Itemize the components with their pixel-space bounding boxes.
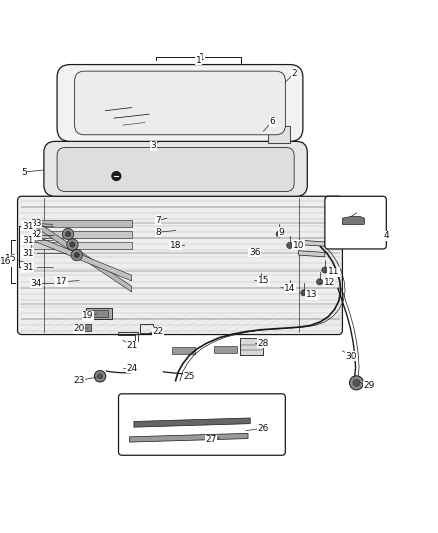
Text: 2: 2 — [291, 69, 296, 78]
Bar — [92, 310, 107, 317]
Text: 34: 34 — [30, 279, 42, 288]
Text: 15: 15 — [257, 277, 268, 286]
Text: 31: 31 — [22, 236, 33, 245]
FancyBboxPatch shape — [44, 141, 307, 196]
Polygon shape — [31, 221, 131, 227]
Bar — [84, 324, 91, 332]
Text: 16: 16 — [5, 254, 17, 263]
Text: 5: 5 — [21, 167, 27, 176]
Text: 14: 14 — [283, 284, 295, 293]
Circle shape — [97, 374, 102, 379]
Text: 12: 12 — [323, 278, 334, 287]
FancyBboxPatch shape — [74, 71, 285, 135]
FancyBboxPatch shape — [57, 148, 293, 191]
Polygon shape — [31, 231, 131, 238]
Circle shape — [349, 376, 363, 390]
Text: 19: 19 — [82, 311, 93, 320]
Text: 32: 32 — [30, 230, 42, 239]
Text: 26: 26 — [257, 424, 268, 433]
Circle shape — [286, 243, 292, 248]
Polygon shape — [35, 221, 131, 292]
Bar — [85, 308, 112, 319]
FancyBboxPatch shape — [18, 196, 342, 335]
Circle shape — [112, 172, 120, 181]
Text: 31: 31 — [22, 263, 33, 272]
Text: 30: 30 — [345, 352, 356, 360]
FancyBboxPatch shape — [57, 64, 302, 141]
Text: 23: 23 — [73, 376, 85, 385]
Text: 7: 7 — [155, 216, 161, 225]
Text: 36: 36 — [248, 248, 260, 257]
Circle shape — [74, 253, 79, 258]
Circle shape — [352, 379, 359, 386]
Circle shape — [257, 279, 263, 285]
Circle shape — [94, 370, 106, 382]
Text: 22: 22 — [152, 327, 163, 336]
Text: 6: 6 — [268, 117, 275, 126]
Circle shape — [70, 242, 75, 247]
Text: 8: 8 — [155, 228, 161, 237]
Circle shape — [67, 239, 78, 251]
Polygon shape — [298, 240, 324, 246]
Circle shape — [276, 231, 282, 237]
Circle shape — [300, 290, 306, 296]
Polygon shape — [35, 236, 131, 281]
Text: 16: 16 — [0, 257, 12, 266]
Text: 3: 3 — [150, 141, 156, 150]
Circle shape — [286, 286, 292, 293]
Text: 33: 33 — [30, 219, 42, 228]
Text: 10: 10 — [292, 241, 304, 250]
Text: 17: 17 — [56, 277, 67, 286]
Text: 27: 27 — [205, 435, 216, 445]
Text: 28: 28 — [257, 339, 268, 348]
FancyBboxPatch shape — [324, 196, 385, 249]
Polygon shape — [298, 251, 324, 257]
Bar — [139, 324, 152, 333]
Bar — [240, 337, 262, 355]
Text: 13: 13 — [305, 290, 317, 299]
Polygon shape — [342, 216, 364, 224]
Text: 31: 31 — [22, 222, 33, 231]
Text: 1: 1 — [195, 55, 201, 64]
Polygon shape — [129, 433, 247, 442]
Text: 20: 20 — [73, 325, 85, 333]
Text: 11: 11 — [327, 267, 339, 276]
Text: 9: 9 — [277, 228, 283, 237]
Text: 4: 4 — [383, 231, 388, 240]
Circle shape — [321, 267, 327, 273]
Text: 24: 24 — [126, 364, 137, 373]
Polygon shape — [31, 243, 131, 249]
Text: 21: 21 — [126, 341, 137, 350]
Circle shape — [65, 231, 71, 237]
Text: 29: 29 — [362, 382, 374, 390]
Bar — [172, 348, 194, 354]
Polygon shape — [134, 418, 250, 427]
FancyBboxPatch shape — [118, 394, 285, 455]
Circle shape — [316, 279, 322, 285]
Text: 25: 25 — [183, 372, 194, 381]
Text: 18: 18 — [170, 241, 181, 250]
Text: 1: 1 — [198, 53, 205, 62]
Circle shape — [71, 249, 82, 261]
Bar — [214, 346, 237, 353]
Circle shape — [62, 228, 74, 240]
Polygon shape — [267, 122, 289, 143]
Text: 31: 31 — [22, 249, 33, 258]
